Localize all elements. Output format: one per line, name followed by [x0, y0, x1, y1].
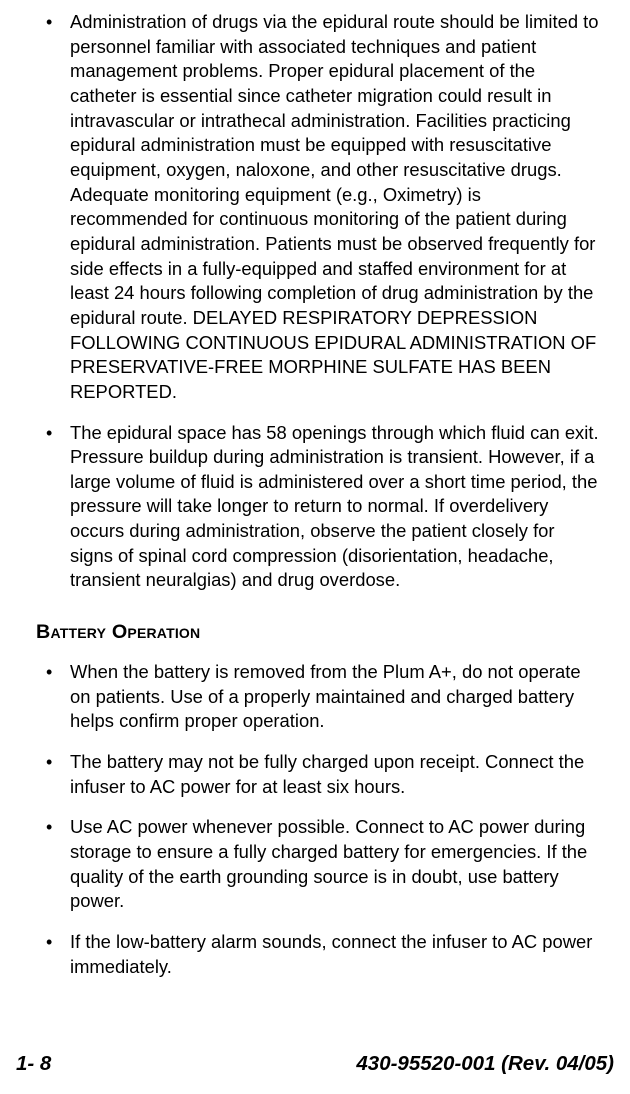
top-bullet-list: Administration of drugs via the epidural…: [20, 10, 610, 593]
battery-bullet-list: When the battery is removed from the Plu…: [20, 660, 610, 979]
footer-page-number: 1- 8: [16, 1052, 51, 1076]
list-item: The battery may not be fully charged upo…: [46, 750, 602, 799]
page-footer: 1- 8 430-95520-001 (Rev. 04/05): [16, 1052, 614, 1076]
list-item: Administration of drugs via the epidural…: [46, 10, 602, 405]
section-heading-battery: Battery Operation: [36, 621, 610, 644]
list-item: Use AC power whenever possible. Connect …: [46, 815, 602, 914]
list-item: The epidural space has 58 openings throu…: [46, 421, 602, 594]
list-item: If the low-battery alarm sounds, connect…: [46, 930, 602, 979]
heading-text: Battery Operation: [36, 621, 200, 643]
list-item: When the battery is removed from the Plu…: [46, 660, 602, 734]
footer-doc-id: 430-95520-001 (Rev. 04/05): [356, 1052, 614, 1076]
document-page: Administration of drugs via the epidural…: [0, 0, 630, 1094]
